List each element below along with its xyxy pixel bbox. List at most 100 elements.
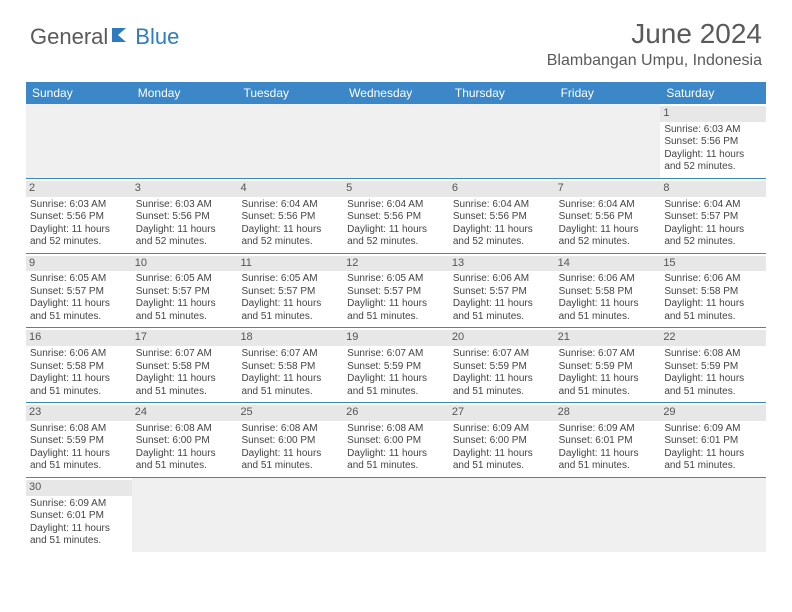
weekday-header: Monday [132, 82, 238, 104]
day-number: 28 [555, 405, 661, 421]
calendar-cell: 29Sunrise: 6:09 AMSunset: 6:01 PMDayligh… [660, 403, 766, 477]
daylight-text: Daylight: 11 hours and 52 minutes. [664, 149, 762, 174]
sunrise-text: Sunrise: 6:09 AM [30, 498, 128, 511]
sunrise-text: Sunrise: 6:08 AM [30, 423, 128, 436]
sunrise-text: Sunrise: 6:06 AM [559, 273, 657, 286]
calendar-cell: 2 Sunrise: 6:03 AMSunset: 5:56 PMDaylight… [26, 179, 132, 253]
sunset-text: Sunset: 5:56 PM [453, 211, 551, 224]
sunrise-text: Sunrise: 6:05 AM [347, 273, 445, 286]
weeks-container: 1Sunrise: 6:03 AMSunset: 5:56 PMDaylight… [26, 104, 766, 552]
sunset-text: Sunset: 5:56 PM [241, 211, 339, 224]
sunrise-text: Sunrise: 6:07 AM [453, 348, 551, 361]
calendar-cell [555, 104, 661, 178]
calendar-cell: 1 Sunrise: 6:03 AMSunset: 5:56 PMDaylight… [660, 104, 766, 178]
calendar-cell: 24Sunrise: 6:08 AMSunset: 6:00 PMDayligh… [132, 403, 238, 477]
calendar-cell: 20 Sunrise: 6:07 AMSunset: 5:59 PMDayligh… [449, 328, 555, 402]
daylight-text: Daylight: 11 hours and 51 minutes. [136, 448, 234, 473]
logo: General Blue [30, 24, 179, 50]
sunrise-text: Sunrise: 6:07 AM [559, 348, 657, 361]
sunrise-text: Sunrise: 6:04 AM [664, 199, 762, 212]
weekday-header-row: Sunday Monday Tuesday Wednesday Thursday… [26, 82, 766, 104]
sunset-text: Sunset: 6:00 PM [241, 435, 339, 448]
day-number: 7 [555, 181, 661, 197]
daylight-text: Daylight: 11 hours and 52 minutes. [136, 224, 234, 249]
calendar-cell [343, 478, 449, 552]
day-number: 3 [132, 181, 238, 197]
sunset-text: Sunset: 5:56 PM [664, 136, 762, 149]
day-number: 13 [449, 256, 555, 272]
day-number: 10 [132, 256, 238, 272]
day-number: 1 [660, 106, 766, 122]
calendar-cell: 18Sunrise: 6:07 AMSunset: 5:58 PMDayligh… [237, 328, 343, 402]
daylight-text: Daylight: 11 hours and 51 minutes. [559, 373, 657, 398]
day-number: 27 [449, 405, 555, 421]
day-number: 4 [237, 181, 343, 197]
sunset-text: Sunset: 6:00 PM [136, 435, 234, 448]
calendar-cell: 13Sunrise: 6:06 AMSunset: 5:57 PMDayligh… [449, 254, 555, 328]
sunrise-text: Sunrise: 6:09 AM [664, 423, 762, 436]
day-number: 20 [449, 330, 555, 346]
sunrise-text: Sunrise: 6:07 AM [241, 348, 339, 361]
calendar-cell [449, 478, 555, 552]
sunrise-text: Sunrise: 6:05 AM [136, 273, 234, 286]
weekday-header: Saturday [660, 82, 766, 104]
sunset-text: Sunset: 5:56 PM [30, 211, 128, 224]
weekday-header: Sunday [26, 82, 132, 104]
sunrise-text: Sunrise: 6:08 AM [136, 423, 234, 436]
sunrise-text: Sunrise: 6:03 AM [664, 124, 762, 137]
day-number: 21 [555, 330, 661, 346]
calendar-cell: 26Sunrise: 6:08 AMSunset: 6:00 PMDayligh… [343, 403, 449, 477]
sunset-text: Sunset: 5:56 PM [347, 211, 445, 224]
sunrise-text: Sunrise: 6:04 AM [347, 199, 445, 212]
daylight-text: Daylight: 11 hours and 52 minutes. [347, 224, 445, 249]
sunset-text: Sunset: 5:59 PM [453, 361, 551, 374]
calendar-cell [26, 104, 132, 178]
daylight-text: Daylight: 11 hours and 52 minutes. [30, 224, 128, 249]
day-number: 9 [26, 256, 132, 272]
sunrise-text: Sunrise: 6:03 AM [136, 199, 234, 212]
calendar-cell [237, 478, 343, 552]
weekday-header: Friday [555, 82, 661, 104]
sunset-text: Sunset: 6:01 PM [30, 510, 128, 523]
daylight-text: Daylight: 11 hours and 51 minutes. [664, 448, 762, 473]
calendar-cell: 12Sunrise: 6:05 AMSunset: 5:57 PMDayligh… [343, 254, 449, 328]
calendar-cell: 8Sunrise: 6:04 AMSunset: 5:57 PMDaylight… [660, 179, 766, 253]
daylight-text: Daylight: 11 hours and 51 minutes. [347, 298, 445, 323]
sunset-text: Sunset: 5:57 PM [30, 286, 128, 299]
sunrise-text: Sunrise: 6:03 AM [30, 199, 128, 212]
sunset-text: Sunset: 5:59 PM [559, 361, 657, 374]
calendar-cell: 14Sunrise: 6:06 AMSunset: 5:58 PMDayligh… [555, 254, 661, 328]
calendar-cell: 6Sunrise: 6:04 AMSunset: 5:56 PMDaylight… [449, 179, 555, 253]
calendar-week: 30Sunrise: 6:09 AMSunset: 6:01 PMDayligh… [26, 478, 766, 552]
day-number: 14 [555, 256, 661, 272]
daylight-text: Daylight: 11 hours and 51 minutes. [453, 298, 551, 323]
sunset-text: Sunset: 5:58 PM [241, 361, 339, 374]
calendar-cell: 21 Sunrise: 6:07 AMSunset: 5:59 PMDayligh… [555, 328, 661, 402]
calendar-cell: 15Sunrise: 6:06 AMSunset: 5:58 PMDayligh… [660, 254, 766, 328]
sunrise-text: Sunrise: 6:06 AM [453, 273, 551, 286]
day-number: 16 [26, 330, 132, 346]
daylight-text: Daylight: 11 hours and 51 minutes. [453, 373, 551, 398]
calendar-cell: 22Sunrise: 6:08 AMSunset: 5:59 PMDayligh… [660, 328, 766, 402]
sunset-text: Sunset: 5:57 PM [241, 286, 339, 299]
daylight-text: Daylight: 11 hours and 51 minutes. [664, 298, 762, 323]
flag-icon [112, 26, 132, 49]
sunset-text: Sunset: 6:00 PM [453, 435, 551, 448]
day-number: 2 [26, 181, 132, 197]
calendar-cell: 4Sunrise: 6:04 AMSunset: 5:56 PMDaylight… [237, 179, 343, 253]
sunset-text: Sunset: 5:57 PM [347, 286, 445, 299]
calendar-cell [449, 104, 555, 178]
day-number: 22 [660, 330, 766, 346]
calendar-cell [343, 104, 449, 178]
daylight-text: Daylight: 11 hours and 51 minutes. [347, 448, 445, 473]
daylight-text: Daylight: 11 hours and 51 minutes. [30, 523, 128, 548]
day-number: 6 [449, 181, 555, 197]
calendar-cell [237, 104, 343, 178]
sunrise-text: Sunrise: 6:04 AM [241, 199, 339, 212]
weekday-header: Tuesday [237, 82, 343, 104]
sunset-text: Sunset: 5:56 PM [136, 211, 234, 224]
daylight-text: Daylight: 11 hours and 51 minutes. [453, 448, 551, 473]
sunset-text: Sunset: 5:57 PM [664, 211, 762, 224]
sunset-text: Sunset: 5:57 PM [136, 286, 234, 299]
page-header: General Blue June 2024 Blambangan Umpu, … [0, 0, 792, 78]
